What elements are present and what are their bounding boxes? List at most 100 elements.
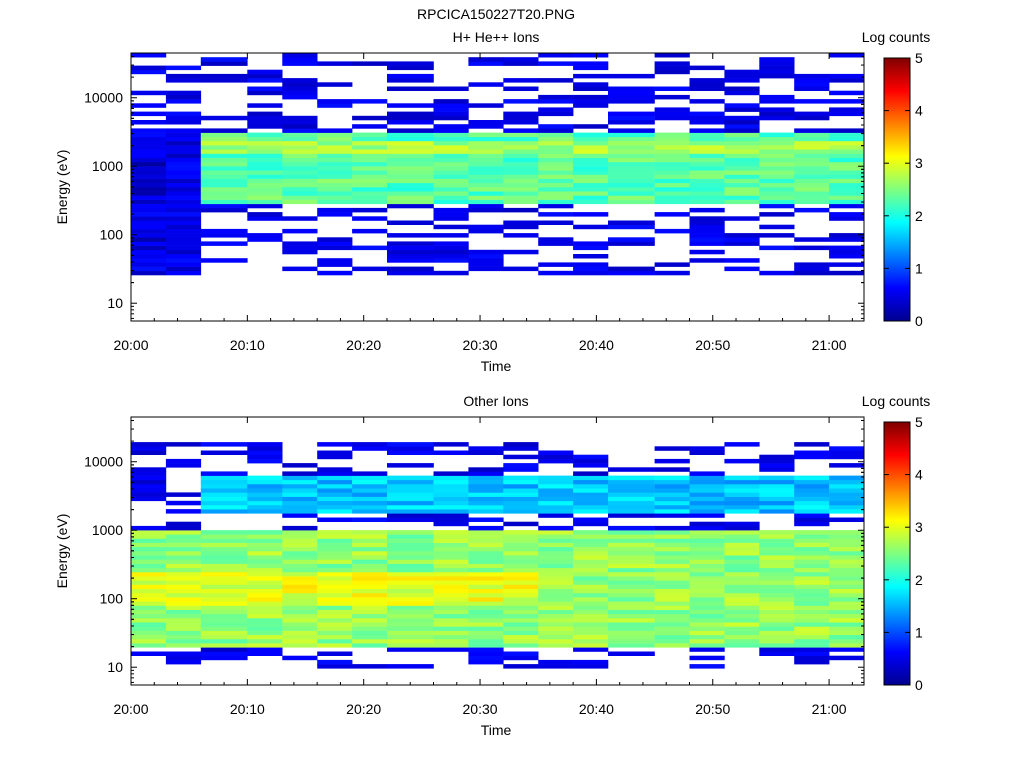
heatmap-cell	[352, 496, 388, 502]
heatmap-cell	[200, 182, 248, 188]
heatmap-cell	[759, 166, 795, 171]
heatmap-cell	[131, 484, 167, 489]
heatmap-cell	[759, 622, 795, 627]
heatmap-cell	[282, 120, 318, 125]
heatmap-cell	[131, 136, 167, 142]
heatmap-cell	[387, 638, 434, 644]
heatmap-cell	[433, 178, 469, 184]
heatmap-cell	[829, 597, 865, 602]
heatmap-cell	[759, 647, 795, 652]
colorbar-label: Log counts	[862, 393, 931, 409]
heatmap-cell	[352, 588, 388, 594]
heatmap-cell	[282, 153, 318, 158]
heatmap-cell	[689, 546, 725, 552]
heatmap-cell	[689, 618, 725, 623]
heatmap-cell	[468, 484, 504, 489]
heatmap-cell	[794, 622, 830, 627]
heatmap-cell	[538, 157, 574, 163]
heatmap-cell	[165, 207, 202, 213]
heatmap-cell	[131, 90, 167, 96]
heatmap-cell	[165, 216, 202, 221]
heatmap-cell	[317, 475, 353, 481]
heatmap-cell	[759, 69, 795, 75]
heatmap-cell	[131, 567, 167, 573]
heatmap-cell	[724, 609, 760, 615]
heatmap-cell	[468, 504, 504, 510]
heatmap-cell	[689, 153, 725, 158]
heatmap-cell	[387, 534, 434, 539]
heatmap-cell	[387, 161, 434, 167]
heatmap-cell	[352, 559, 388, 564]
heatmap-cell	[131, 174, 167, 179]
heatmap-cell	[131, 563, 167, 569]
heatmap-cell	[468, 153, 504, 158]
heatmap-cell	[317, 534, 353, 539]
heatmap-cell	[200, 132, 248, 138]
heatmap-cell	[468, 530, 504, 535]
heatmap-cell	[689, 446, 725, 451]
heatmap-cell	[654, 542, 690, 548]
heatmap-cell	[352, 199, 388, 205]
heatmap-cell	[608, 605, 655, 610]
heatmap-cell	[433, 571, 469, 577]
heatmap-cell	[352, 601, 388, 606]
heatmap-cell	[689, 664, 725, 669]
heatmap-cell	[200, 479, 248, 485]
heatmap-cell	[654, 634, 690, 640]
heatmap-cell	[282, 115, 318, 121]
heatmap-cell	[200, 576, 248, 581]
heatmap-cell	[654, 136, 690, 142]
heatmap-cell	[829, 153, 865, 158]
heatmap-cell	[573, 605, 609, 610]
heatmap-cell	[608, 588, 655, 594]
heatmap-cell	[689, 567, 725, 573]
heatmap-cell	[794, 149, 830, 154]
heatmap-cell	[538, 199, 574, 205]
heatmap-cell	[759, 182, 795, 188]
heatmap-cell	[689, 475, 725, 481]
heatmap-cell	[829, 132, 865, 138]
heatmap-cell	[538, 237, 574, 242]
heatmap-cell	[247, 78, 283, 83]
heatmap-cell	[468, 467, 504, 472]
heatmap-cell	[503, 664, 539, 669]
heatmap-cell	[759, 638, 795, 644]
heatmap-cell	[317, 630, 353, 636]
heatmap-cell	[538, 191, 574, 196]
heatmap-cell	[200, 647, 248, 652]
heatmap-cell	[724, 241, 760, 246]
heatmap-cell	[759, 132, 795, 138]
heatmap-cell	[538, 182, 574, 188]
x-tick-label: 20:00	[113, 337, 148, 353]
heatmap-cell	[724, 567, 760, 573]
heatmap-cell	[724, 166, 760, 171]
heatmap-cell	[165, 224, 202, 230]
heatmap-cell	[247, 500, 283, 506]
heatmap-cells	[131, 53, 865, 276]
heatmap-cell	[689, 588, 725, 594]
heatmap-cell	[538, 53, 574, 58]
heatmap-cell	[282, 157, 318, 163]
heatmap-cell	[794, 601, 830, 606]
y-tick-label: 10000	[84, 454, 123, 470]
heatmap-cell	[352, 509, 388, 514]
heatmap-cell	[538, 630, 574, 636]
heatmap-cell	[829, 475, 865, 481]
heatmap-cell	[387, 132, 434, 138]
heatmap-cell	[654, 182, 690, 188]
heatmap-cell	[468, 82, 504, 87]
heatmap-cell	[654, 94, 690, 100]
heatmap-cell	[200, 584, 248, 589]
heatmap-cell	[503, 463, 539, 468]
heatmap-cell	[247, 479, 283, 485]
heatmap-cell	[573, 187, 609, 192]
heatmap-cell	[282, 626, 318, 631]
heatmap-cell	[165, 530, 202, 535]
heatmap-cell	[829, 630, 865, 636]
heatmap-cell	[131, 270, 167, 276]
heatmap-cell	[387, 187, 434, 192]
heatmap-cell	[608, 195, 655, 200]
heatmap-cell	[829, 53, 865, 58]
heatmap-cell	[433, 643, 469, 648]
heatmap-cell	[829, 479, 865, 485]
